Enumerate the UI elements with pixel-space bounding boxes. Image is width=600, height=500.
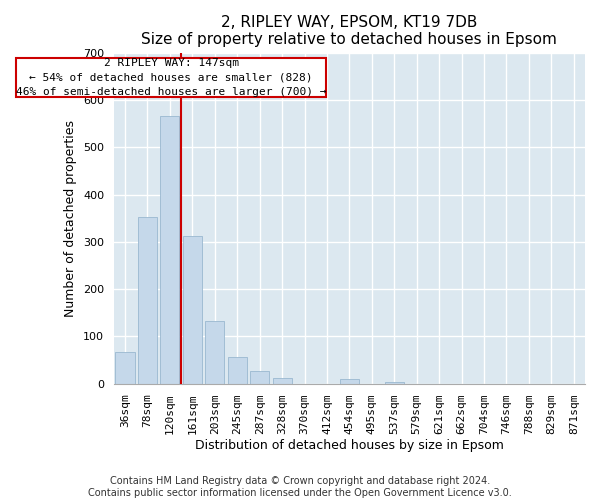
X-axis label: Distribution of detached houses by size in Epsom: Distribution of detached houses by size …: [195, 440, 504, 452]
Bar: [340, 379, 359, 384]
Y-axis label: Number of detached properties: Number of detached properties: [64, 120, 77, 316]
Bar: [227, 357, 247, 384]
Bar: [385, 382, 404, 384]
Text: 2 RIPLEY WAY: 147sqm
← 54% of detached houses are smaller (828)
46% of semi-deta: 2 RIPLEY WAY: 147sqm ← 54% of detached h…: [16, 58, 326, 98]
Bar: [115, 352, 134, 384]
Bar: [160, 116, 179, 384]
Bar: [205, 322, 224, 384]
Title: 2, RIPLEY WAY, EPSOM, KT19 7DB
Size of property relative to detached houses in E: 2, RIPLEY WAY, EPSOM, KT19 7DB Size of p…: [142, 15, 557, 48]
Bar: [250, 371, 269, 384]
Bar: [272, 378, 292, 384]
Bar: [138, 218, 157, 384]
Bar: [183, 236, 202, 384]
Text: Contains HM Land Registry data © Crown copyright and database right 2024.
Contai: Contains HM Land Registry data © Crown c…: [88, 476, 512, 498]
